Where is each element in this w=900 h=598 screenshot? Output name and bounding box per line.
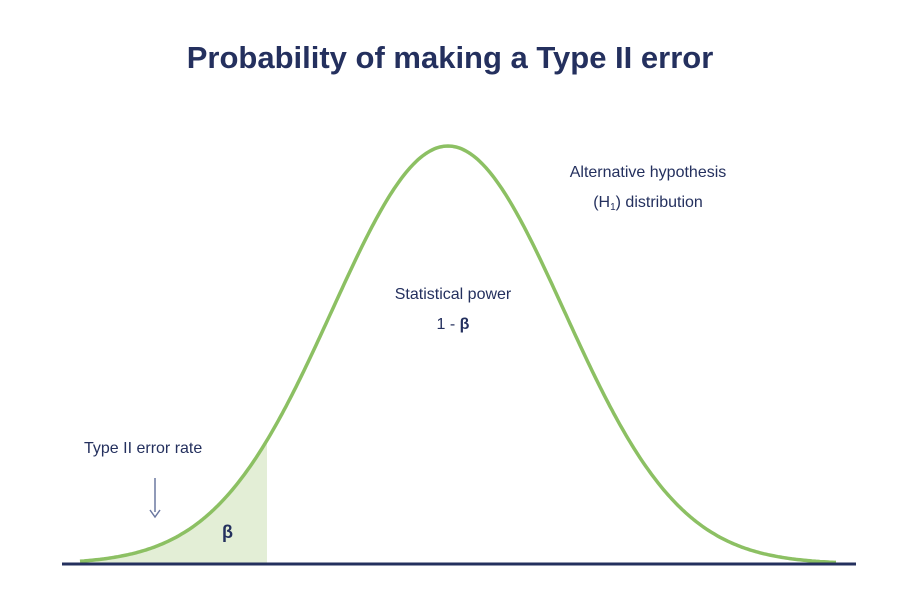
beta-area-label: β [222, 522, 233, 542]
power-prefix: 1 - [436, 316, 460, 333]
beta-shaded-region [80, 440, 267, 564]
power-beta-symbol: β [459, 316, 470, 333]
statistical-power-line2: 1 - β [368, 310, 538, 340]
h1-prefix: (H [593, 194, 611, 211]
statistical-power-label: Statistical power 1 - β [368, 280, 538, 340]
h1-subscript: 1 [610, 202, 616, 213]
alternative-hypothesis-label: Alternative hypothesis (H1) distribution [548, 158, 748, 223]
alternative-hypothesis-line1: Alternative hypothesis [569, 164, 727, 181]
type-ii-error-rate-label: Type II error rate [84, 440, 203, 457]
statistical-power-line1: Statistical power [394, 286, 512, 303]
h1-distribution-curve [79, 144, 836, 565]
alternative-hypothesis-line2: (H1) distribution [548, 188, 748, 223]
h1-suffix: ) distribution [615, 194, 703, 211]
diagram-title: Probability of making a Type II error [186, 40, 714, 75]
arrow-head-icon [149, 509, 161, 519]
